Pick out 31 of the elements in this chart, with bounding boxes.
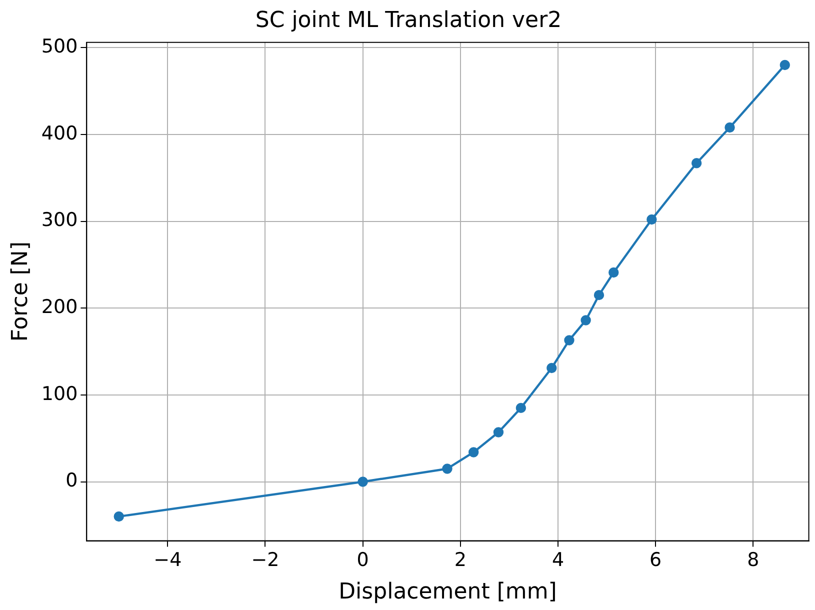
x-axis-title: Displacement [mm] (338, 580, 557, 605)
chart-title: SC joint ML Translation ver2 (255, 8, 562, 33)
point (646, 214, 657, 225)
point (780, 60, 790, 70)
x-tick-label: −4 (154, 549, 182, 572)
y-tick-label: 0 (66, 470, 78, 492)
point (724, 122, 735, 133)
point (594, 290, 604, 300)
point (580, 315, 591, 326)
point (516, 402, 526, 414)
point (442, 464, 452, 474)
point (114, 511, 124, 522)
y-tick-label: 300 (41, 209, 78, 232)
point (358, 476, 368, 487)
point (493, 427, 504, 438)
y-tick-label: 200 (41, 296, 78, 318)
point (468, 447, 479, 458)
x-tick-label: 0 (356, 549, 369, 572)
point (608, 267, 619, 278)
x-tick-label: 4 (552, 549, 564, 572)
point (691, 158, 702, 168)
y-tick-label: 100 (41, 382, 78, 405)
x-tick-label: 2 (454, 549, 466, 572)
x-tick-label: 8 (747, 549, 760, 572)
x-tick-label: −2 (251, 549, 280, 572)
point (546, 362, 557, 374)
x-tick-label: 6 (650, 549, 662, 572)
y-tick-label: 500 (41, 36, 78, 58)
y-tick-label: 400 (41, 122, 78, 144)
point (564, 335, 574, 346)
y-axis-title: Force [N] (8, 242, 33, 342)
